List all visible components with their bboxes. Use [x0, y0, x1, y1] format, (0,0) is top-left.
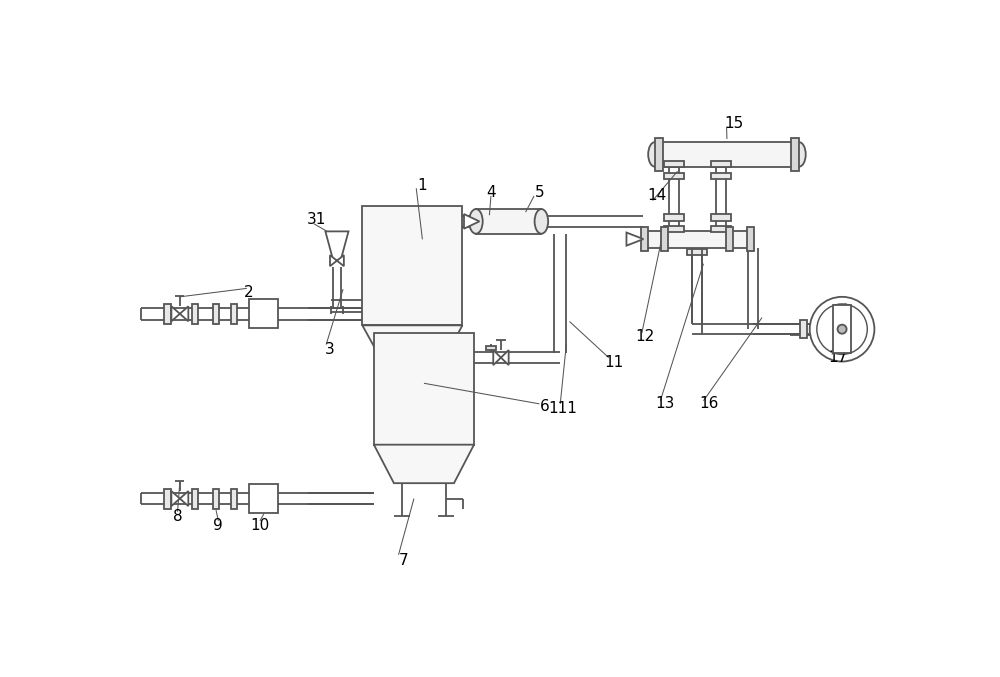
Bar — [711, 215, 731, 221]
Polygon shape — [374, 445, 474, 483]
Ellipse shape — [792, 142, 806, 167]
Text: 11: 11 — [605, 355, 624, 370]
Bar — [192, 489, 198, 508]
Circle shape — [838, 325, 847, 334]
Bar — [164, 489, 171, 508]
Bar — [164, 304, 171, 324]
Ellipse shape — [469, 209, 483, 234]
Bar — [664, 161, 684, 167]
Ellipse shape — [535, 209, 548, 234]
Text: 5: 5 — [535, 185, 544, 200]
Bar — [664, 173, 684, 179]
Bar — [711, 173, 731, 179]
Text: 17: 17 — [828, 350, 847, 365]
Text: 10: 10 — [250, 518, 270, 533]
Bar — [711, 226, 731, 232]
Text: 111: 111 — [548, 401, 577, 416]
Text: 16: 16 — [699, 396, 719, 412]
Bar — [362, 206, 462, 326]
Polygon shape — [464, 214, 479, 229]
Polygon shape — [626, 232, 643, 246]
Text: 8: 8 — [173, 509, 182, 524]
Bar — [726, 227, 733, 251]
Polygon shape — [180, 491, 188, 506]
Text: 9: 9 — [213, 518, 223, 533]
Text: 12: 12 — [635, 330, 655, 345]
Bar — [655, 138, 663, 171]
Bar — [249, 484, 278, 513]
Bar — [249, 299, 278, 328]
Bar — [231, 304, 237, 324]
Text: 1: 1 — [417, 177, 426, 193]
Polygon shape — [330, 255, 337, 266]
Text: 15: 15 — [725, 116, 744, 131]
Bar — [791, 138, 799, 171]
Text: 14: 14 — [648, 188, 667, 204]
Bar — [661, 227, 668, 251]
Bar — [800, 320, 807, 338]
Text: 3: 3 — [324, 343, 334, 357]
Bar — [833, 305, 851, 353]
Bar — [213, 304, 219, 324]
Bar — [374, 333, 474, 445]
Bar — [213, 489, 219, 508]
Polygon shape — [501, 350, 509, 365]
Polygon shape — [171, 306, 180, 322]
Text: 31: 31 — [306, 212, 326, 227]
Polygon shape — [171, 491, 180, 506]
Bar — [664, 215, 684, 221]
Polygon shape — [337, 255, 344, 266]
Polygon shape — [325, 232, 348, 260]
Bar — [486, 347, 496, 350]
Bar — [476, 209, 541, 234]
Bar — [643, 231, 751, 248]
Bar — [192, 304, 198, 324]
Bar — [641, 227, 648, 251]
Text: 4: 4 — [486, 185, 496, 200]
Bar — [655, 142, 799, 167]
Polygon shape — [493, 350, 501, 365]
Text: 2: 2 — [244, 286, 254, 301]
Polygon shape — [180, 306, 188, 322]
Bar — [687, 249, 707, 255]
Polygon shape — [362, 326, 462, 366]
Text: 13: 13 — [655, 396, 675, 412]
Text: 7: 7 — [398, 552, 408, 568]
Bar — [231, 489, 237, 508]
Text: 6: 6 — [540, 399, 550, 414]
Circle shape — [817, 304, 867, 354]
Bar — [664, 226, 684, 232]
Circle shape — [810, 297, 874, 362]
Bar — [711, 161, 731, 167]
Ellipse shape — [648, 142, 662, 167]
Bar — [747, 227, 754, 251]
